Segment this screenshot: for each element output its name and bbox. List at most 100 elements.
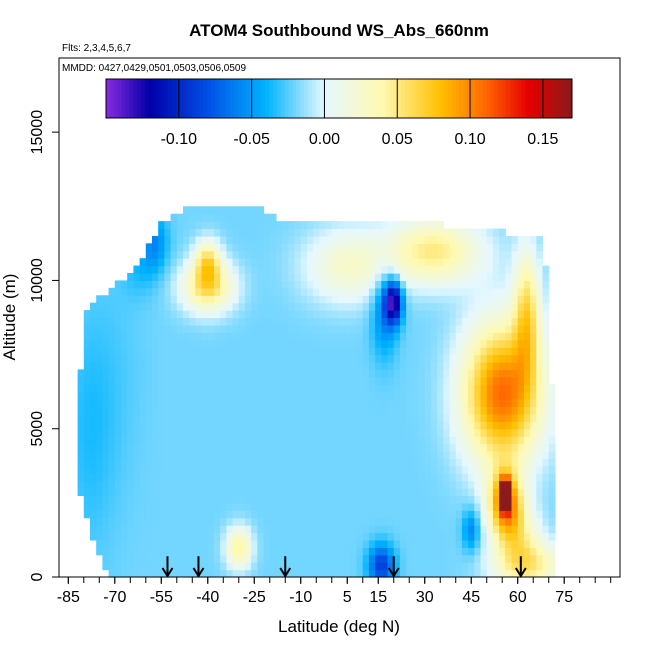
heatmap-cell	[424, 406, 432, 415]
heatmap-cell	[412, 495, 420, 504]
heatmap-cell	[424, 332, 432, 341]
heatmap-cell	[337, 317, 345, 326]
heatmap-cell	[443, 228, 451, 237]
heatmap-cell	[430, 324, 438, 333]
heatmap-cell	[350, 369, 358, 378]
heatmap-cell	[96, 436, 103, 445]
heatmap-cell	[381, 384, 389, 393]
heatmap-cell	[437, 376, 444, 385]
heatmap-cell	[145, 465, 153, 474]
heatmap-cell	[83, 324, 91, 333]
heatmap-cell	[412, 287, 420, 296]
colorbar-swatch	[420, 79, 425, 118]
heatmap-cell	[331, 465, 339, 474]
heatmap-cell	[201, 265, 209, 274]
heatmap-cell	[189, 317, 196, 326]
heatmap-cell	[145, 384, 153, 393]
heatmap-cell	[542, 295, 550, 304]
heatmap-cell	[474, 525, 482, 534]
heatmap-cell	[294, 547, 302, 556]
heatmap-cell	[399, 532, 407, 541]
heatmap-cell	[120, 324, 128, 333]
heatmap-cell	[418, 517, 426, 526]
heatmap-cell	[387, 250, 395, 259]
heatmap-cell	[244, 369, 252, 378]
heatmap-cell	[387, 243, 395, 252]
heatmap-cell	[337, 399, 345, 408]
heatmap-cell	[195, 339, 203, 348]
heatmap-cell	[170, 228, 178, 237]
heatmap-cell	[244, 547, 252, 556]
heatmap-cell	[455, 495, 463, 504]
heatmap-cell	[158, 221, 165, 230]
heatmap-cell	[263, 554, 271, 563]
heatmap-cell	[480, 339, 488, 348]
heatmap-cell	[288, 465, 296, 474]
heatmap-cell	[430, 539, 438, 548]
heatmap-cell	[362, 391, 370, 400]
heatmap-cell	[437, 554, 444, 563]
heatmap-cell	[542, 525, 550, 534]
heatmap-cell	[399, 332, 407, 341]
heatmap-cell	[399, 465, 407, 474]
heatmap-cell	[251, 517, 258, 526]
heatmap-cell	[331, 569, 339, 578]
heatmap-cell	[412, 265, 420, 274]
heatmap-cell	[120, 384, 128, 393]
heatmap-cell	[176, 562, 184, 571]
heatmap-cell	[207, 265, 215, 274]
heatmap-cell	[127, 532, 134, 541]
heatmap-cell	[282, 258, 289, 267]
heatmap-cell	[145, 562, 153, 571]
heatmap-cell	[505, 480, 513, 489]
heatmap-cell	[238, 317, 246, 326]
heatmap-cell	[120, 443, 128, 452]
heatmap-cell	[182, 324, 190, 333]
heatmap-cell	[492, 273, 500, 282]
heatmap-cell	[170, 436, 178, 445]
heatmap-cell	[207, 539, 215, 548]
heatmap-cell	[523, 384, 531, 393]
heatmap-cell	[319, 473, 327, 482]
heatmap-cell	[300, 473, 308, 482]
heatmap-cell	[499, 280, 506, 289]
heatmap-cell	[468, 421, 475, 430]
heatmap-cell	[499, 473, 506, 482]
heatmap-cell	[474, 332, 482, 341]
heatmap-cell	[530, 258, 537, 267]
heatmap-cell	[399, 310, 407, 319]
heatmap-cell	[412, 295, 420, 304]
heatmap-cell	[201, 384, 209, 393]
heatmap-cell	[133, 310, 141, 319]
heatmap-cell	[164, 480, 172, 489]
heatmap-cell	[424, 235, 432, 244]
heatmap-cell	[424, 221, 432, 230]
heatmap-cell	[127, 273, 134, 282]
heatmap-cell	[201, 273, 209, 282]
heatmap-cell	[381, 243, 389, 252]
heatmap-cell	[313, 280, 320, 289]
heatmap-cell	[288, 310, 296, 319]
heatmap-cell	[468, 317, 475, 326]
heatmap-cell	[158, 280, 165, 289]
heatmap-cell	[393, 436, 401, 445]
heatmap-cell	[251, 235, 258, 244]
heatmap-cell	[313, 376, 320, 385]
heatmap-cell	[430, 332, 438, 341]
heatmap-cell	[213, 510, 221, 519]
heatmap-cell	[108, 369, 116, 378]
heatmap-cell	[120, 525, 128, 534]
heatmap-cell	[83, 458, 91, 467]
heatmap-cell	[356, 354, 364, 363]
heatmap-cell	[257, 384, 265, 393]
heatmap-cell	[127, 384, 134, 393]
heatmap-cell	[120, 406, 128, 415]
heatmap-cell	[344, 421, 351, 430]
heatmap-cell	[536, 547, 544, 556]
heatmap-cell	[449, 539, 457, 548]
heatmap-cell	[474, 488, 482, 497]
heatmap-cell	[362, 295, 370, 304]
heatmap-cell	[412, 243, 420, 252]
heatmap-cell	[393, 287, 401, 296]
heatmap-cell	[399, 317, 407, 326]
